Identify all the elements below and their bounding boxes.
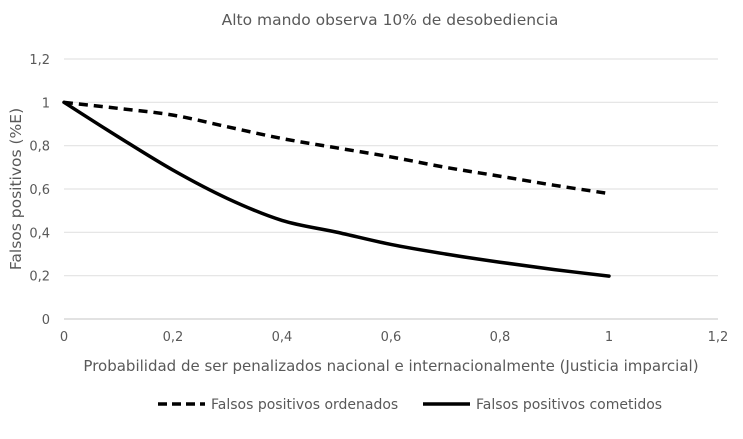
y-tick-label: 0 xyxy=(42,313,50,328)
x-axis-ticks: 0 0,2 0,4 0,6 0,8 1 1,2 xyxy=(60,330,728,345)
y-axis-ticks: 0 0,2 0,4 0,6 0,8 1 1,2 xyxy=(29,53,50,328)
x-tick-label: 0,4 xyxy=(272,330,293,345)
x-tick-label: 0,8 xyxy=(490,330,511,345)
legend-label-cometidos: Falsos positivos cometidos xyxy=(476,397,662,413)
y-tick-label: 0,6 xyxy=(29,183,50,198)
series-line-cometidos xyxy=(62,100,611,278)
x-tick-label: 0 xyxy=(60,330,68,345)
gridlines xyxy=(64,58,718,320)
series-lines xyxy=(62,100,611,278)
x-tick-label: 0,6 xyxy=(381,330,402,345)
legend-label-ordenados: Falsos positivos ordenados xyxy=(211,397,398,413)
series-line-ordenados xyxy=(63,100,610,196)
chart-title: Alto mando observa 10% de desobediencia xyxy=(222,11,559,29)
y-tick-label: 0,8 xyxy=(29,140,50,155)
y-tick-label: 1 xyxy=(42,96,50,111)
y-tick-label: 1,2 xyxy=(29,53,50,68)
y-tick-label: 0,4 xyxy=(29,226,50,241)
legend: Falsos positivos ordenados Falsos positi… xyxy=(158,397,662,413)
y-tick-label: 0,2 xyxy=(29,270,50,285)
x-axis-label: Probabilidad de ser penalizados nacional… xyxy=(83,357,698,375)
y-axis-label: Falsos positivos (%E) xyxy=(7,108,25,270)
x-tick-label: 1,2 xyxy=(708,330,729,345)
x-tick-label: 0,2 xyxy=(163,330,184,345)
x-tick-label: 1 xyxy=(605,330,613,345)
